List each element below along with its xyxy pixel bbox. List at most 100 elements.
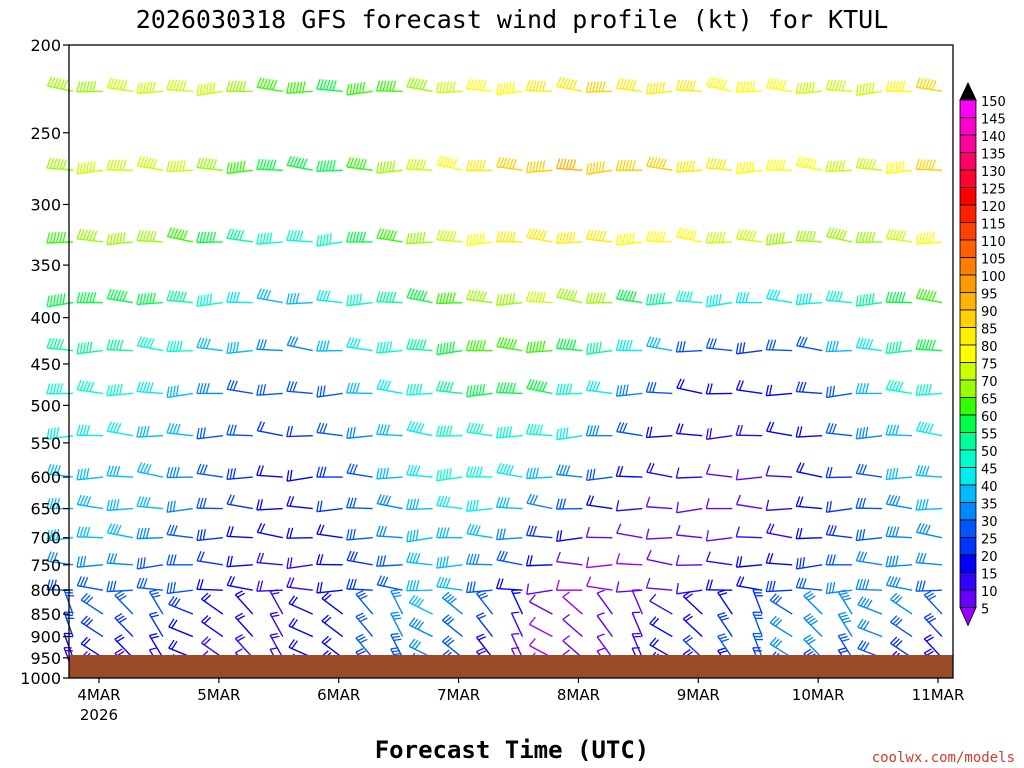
colorbar-swatch: [959, 274, 977, 293]
wind-barb: [114, 590, 134, 615]
colorbar-label: 125: [981, 183, 1006, 198]
colorbar-label: 15: [981, 568, 998, 583]
wind-barb: [796, 462, 823, 478]
wind-barb: [528, 616, 553, 638]
wind-barb: [436, 380, 463, 395]
wind-barb: [355, 612, 374, 638]
wind-barb: [825, 160, 853, 173]
wind-barb: [136, 557, 164, 570]
wind-barb: [286, 229, 313, 243]
wind-barb: [196, 529, 223, 542]
wind-barb: [556, 551, 583, 566]
wind-barb: [915, 232, 943, 245]
colorbar-label: 130: [981, 165, 1006, 180]
wind-barb: [855, 579, 883, 591]
wind-barb: [136, 527, 163, 540]
wind-barb: [136, 425, 163, 438]
wind-barb: [855, 382, 883, 395]
wind-barb: [631, 632, 644, 659]
colorbar-swatch: [959, 379, 977, 398]
wind-barb: [466, 383, 493, 398]
wind-barb: [495, 382, 523, 395]
wind-barb: [923, 634, 943, 659]
wind-barb: [915, 77, 943, 93]
wind-barb: [555, 464, 583, 478]
wind-barb: [705, 231, 733, 244]
wind-barb: [857, 596, 883, 615]
wind-barb: [675, 554, 703, 567]
wind-barb: [825, 524, 853, 539]
wind-barb: [562, 613, 583, 638]
wind-barb: [766, 523, 793, 539]
wind-barb: [226, 494, 253, 510]
wind-barb: [406, 288, 433, 304]
wind-barb: [286, 425, 313, 438]
wind-barb: [106, 159, 133, 171]
wind-barb: [316, 581, 343, 594]
wind-barb: [166, 290, 193, 304]
wind-barb: [675, 341, 703, 353]
wind-barb: [136, 292, 163, 306]
y-tick-label: 800: [30, 581, 61, 600]
wind-barb: [769, 593, 793, 615]
wind-barb: [752, 611, 763, 637]
wind-barb: [825, 500, 853, 513]
wind-barb: [885, 379, 913, 395]
wind-barb: [406, 420, 433, 437]
wind-barb: [136, 156, 164, 171]
wind-barb: [735, 160, 763, 175]
wind-barb: [765, 421, 793, 437]
wind-barb: [825, 422, 853, 437]
colorbar-swatch: [959, 204, 977, 223]
wind-barb: [769, 615, 793, 638]
wind-barb: [316, 340, 343, 352]
wind-barb: [795, 577, 823, 591]
wind-barb: [256, 232, 283, 245]
wind-barb: [106, 552, 133, 566]
wind-barb: [405, 383, 433, 396]
y-tick-label: 900: [30, 628, 61, 647]
wind-barb: [735, 526, 763, 539]
wind-barb: [465, 581, 493, 594]
wind-barb: [201, 592, 224, 615]
wind-barb: [475, 633, 494, 659]
wind-barb: [825, 385, 853, 399]
wind-barb: [645, 81, 673, 95]
colorbar-swatch: [959, 572, 977, 591]
wind-barb: [675, 79, 703, 93]
wind-barb: [556, 287, 583, 304]
wind-barb: [321, 635, 344, 659]
wind-barb: [269, 589, 284, 615]
colorbar-swatch: [959, 187, 977, 206]
colorbar-label: 35: [981, 498, 998, 513]
x-tick-label: 10MAR: [792, 686, 845, 704]
colorbar-swatch: [959, 502, 977, 521]
wind-barb: [646, 549, 673, 566]
wind-barb: [436, 341, 463, 356]
wind-barb: [405, 498, 433, 511]
wind-barb: [585, 380, 613, 395]
wind-barb: [436, 556, 463, 569]
colorbar-label: 135: [981, 148, 1006, 163]
wind-barb: [795, 230, 823, 243]
wind-barb: [136, 381, 163, 395]
y-tick-label: 500: [30, 396, 61, 415]
wind-barb: [631, 611, 644, 637]
wind-barb: [556, 427, 583, 441]
colorbar-label: 140: [981, 130, 1006, 145]
wind-barb: [735, 424, 763, 437]
wind-barb: [80, 593, 104, 615]
y-tick-label: 200: [30, 36, 61, 55]
wind-barb: [495, 578, 523, 591]
wind-barb: [526, 493, 553, 510]
colorbar-label: 20: [981, 550, 998, 565]
wind-barb: [915, 421, 943, 437]
wind-barb: [885, 555, 913, 568]
wind-barb: [735, 494, 763, 510]
wind-barb: [376, 228, 403, 243]
wind-barb: [765, 384, 793, 397]
wind-barb: [316, 233, 343, 247]
wind-barb: [923, 612, 943, 638]
wind-barb: [555, 383, 583, 396]
